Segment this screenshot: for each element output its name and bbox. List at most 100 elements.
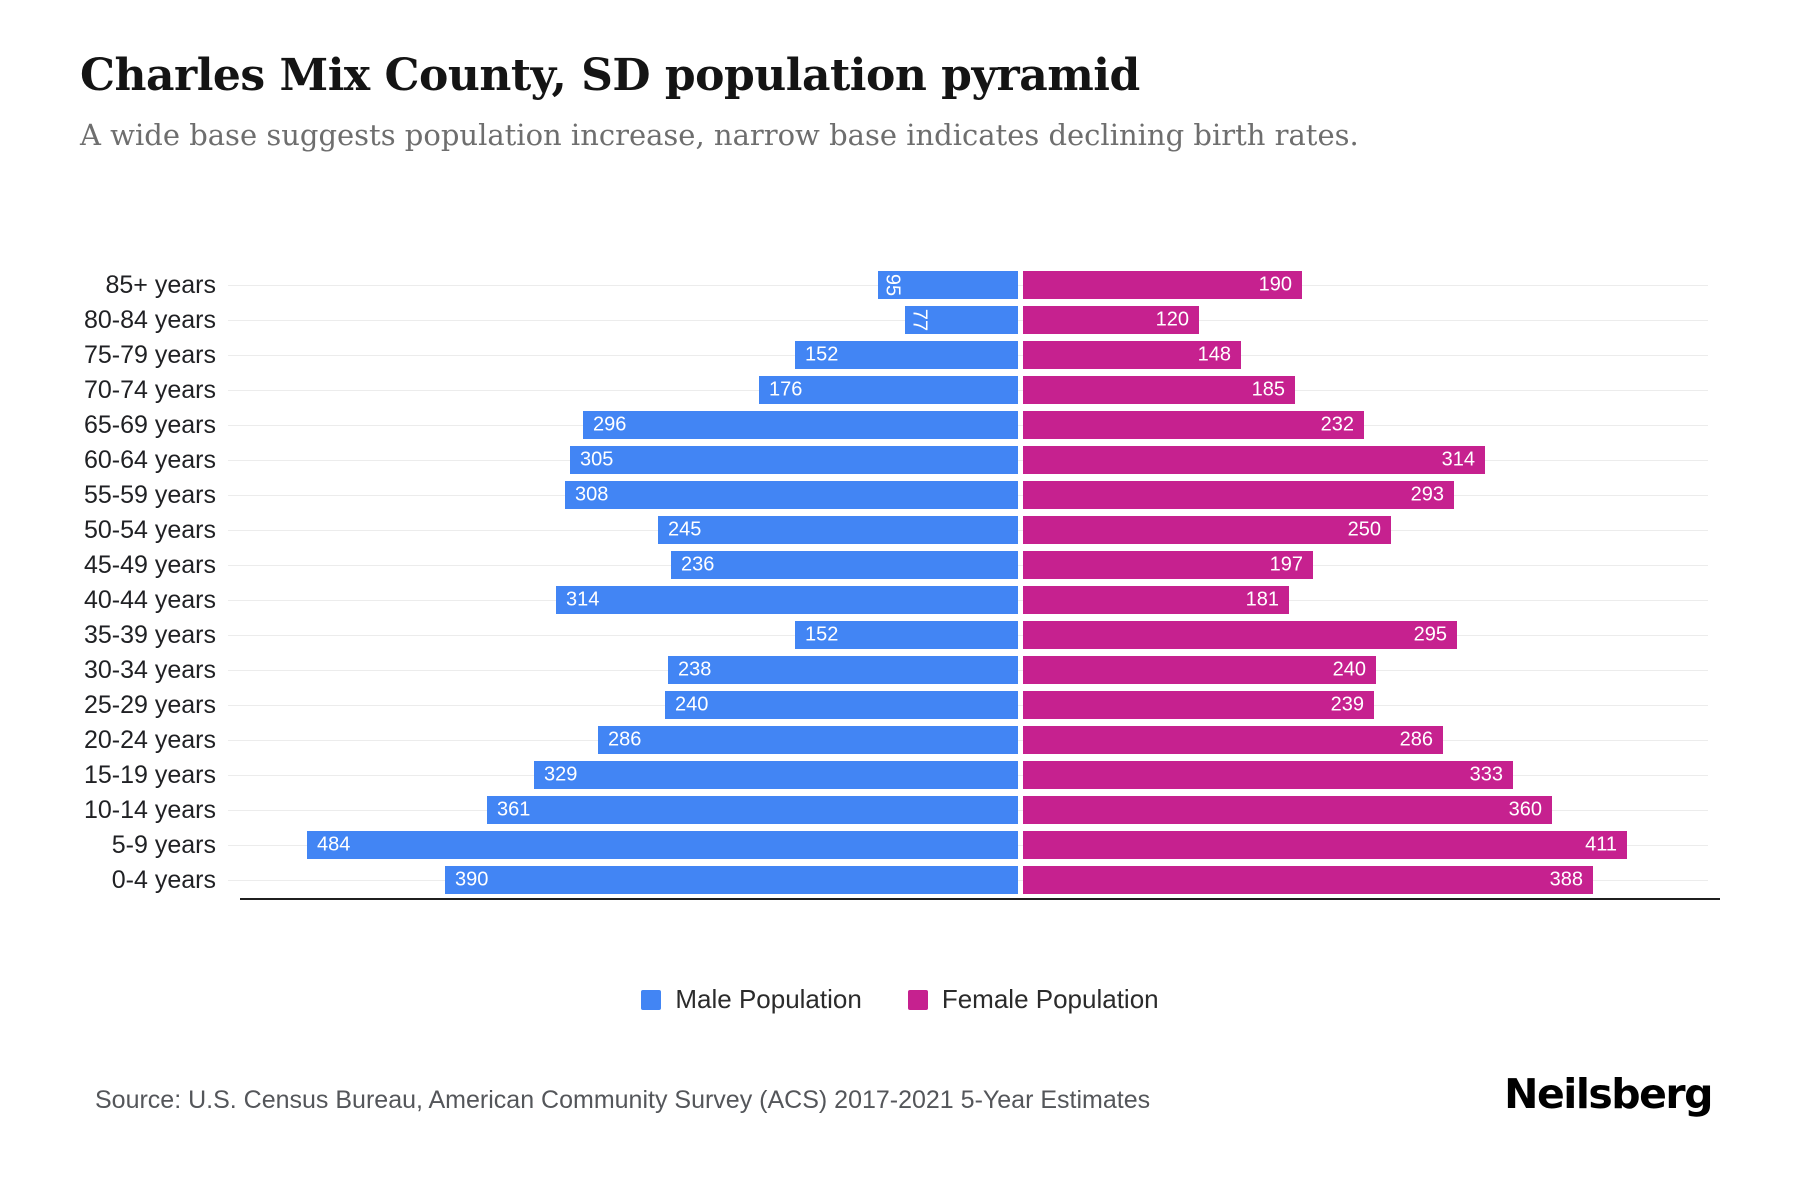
- female-bar[interactable]: 239: [1023, 691, 1374, 719]
- age-group-label: 20-24 years: [83, 726, 216, 754]
- female-bar[interactable]: 232: [1023, 411, 1364, 439]
- age-group-label: 0-4 years: [111, 866, 216, 894]
- male-bar[interactable]: 152: [795, 341, 1018, 369]
- female-bar[interactable]: 314: [1023, 446, 1485, 474]
- female-bar[interactable]: 411: [1023, 831, 1627, 859]
- age-group-label: 30-34 years: [83, 656, 216, 684]
- female-bar[interactable]: 360: [1023, 796, 1552, 824]
- male-bar[interactable]: 390: [445, 866, 1018, 894]
- male-bar[interactable]: 95: [878, 271, 1018, 299]
- female-bar[interactable]: 240: [1023, 656, 1376, 684]
- age-group-label: 75-79 years: [83, 341, 216, 369]
- female-bar[interactable]: 388: [1023, 866, 1593, 894]
- chart-row: 15-19 years 329 333: [58, 758, 1720, 793]
- legend-label-male: Male Population: [675, 984, 862, 1014]
- chart-legend: Male Population Female Population: [0, 984, 1800, 1015]
- female-value-label: 293: [1410, 483, 1444, 506]
- chart-row: 80-84 years 77 120: [58, 303, 1720, 338]
- female-bar[interactable]: 120: [1023, 306, 1199, 334]
- male-legend-swatch-icon: [641, 989, 662, 1010]
- age-group-label: 60-64 years: [83, 446, 216, 474]
- female-value-label: 286: [1399, 728, 1433, 751]
- row-plot-area: 329 333: [228, 758, 1708, 793]
- male-value-label: 286: [608, 728, 642, 751]
- female-bar[interactable]: 250: [1023, 516, 1391, 544]
- age-group-label: 70-74 years: [83, 376, 216, 404]
- female-value-label: 411: [1585, 833, 1617, 856]
- row-plot-area: 238 240: [228, 653, 1708, 688]
- female-value-label: 190: [1258, 273, 1292, 296]
- male-bar[interactable]: 152: [795, 621, 1018, 649]
- source-attribution: Source: U.S. Census Bureau, American Com…: [95, 1086, 1151, 1114]
- chart-row: 60-64 years 305 314: [58, 443, 1720, 478]
- row-plot-area: 245 250: [228, 513, 1708, 548]
- female-bar[interactable]: 286: [1023, 726, 1443, 754]
- row-plot-area: 390 388: [228, 863, 1708, 898]
- male-bar[interactable]: 245: [658, 516, 1018, 544]
- male-bar[interactable]: 236: [671, 551, 1018, 579]
- female-legend-swatch-icon: [907, 989, 928, 1010]
- male-value-label: 484: [317, 833, 351, 856]
- row-plot-area: 236 197: [228, 548, 1708, 583]
- male-bar[interactable]: 296: [583, 411, 1018, 439]
- male-bar[interactable]: 238: [668, 656, 1018, 684]
- female-bar[interactable]: 185: [1023, 376, 1295, 404]
- age-group-label: 10-14 years: [83, 796, 216, 824]
- male-bar[interactable]: 176: [759, 376, 1018, 404]
- male-value-label: 95: [881, 273, 904, 297]
- age-group-label: 5-9 years: [111, 831, 216, 859]
- male-value-label: 176: [769, 378, 803, 401]
- male-value-label: 245: [668, 518, 702, 541]
- male-bar[interactable]: 484: [307, 831, 1018, 859]
- chart-row: 85+ years 95 190: [58, 268, 1720, 303]
- female-value-label: 314: [1441, 448, 1475, 471]
- male-bar[interactable]: 77: [905, 306, 1018, 334]
- male-value-label: 390: [455, 868, 489, 891]
- female-value-label: 388: [1549, 868, 1583, 891]
- female-bar[interactable]: 293: [1023, 481, 1454, 509]
- male-bar[interactable]: 329: [534, 761, 1018, 789]
- row-plot-area: 286 286: [228, 723, 1708, 758]
- age-group-label: 25-29 years: [83, 691, 216, 719]
- row-plot-area: 95 190: [228, 268, 1708, 303]
- male-bar[interactable]: 308: [565, 481, 1018, 509]
- row-plot-area: 314 181: [228, 583, 1708, 618]
- row-plot-area: 296 232: [228, 408, 1708, 443]
- female-bar[interactable]: 181: [1023, 586, 1289, 614]
- age-group-label: 50-54 years: [83, 516, 216, 544]
- male-value-label: 240: [675, 693, 709, 716]
- age-group-label: 85+ years: [105, 271, 217, 299]
- female-value-label: 240: [1332, 658, 1366, 681]
- row-plot-area: 361 360: [228, 793, 1708, 828]
- chart-row: 0-4 years 390 388: [58, 863, 1720, 898]
- row-plot-area: 77 120: [228, 303, 1708, 338]
- female-bar[interactable]: 197: [1023, 551, 1313, 579]
- age-group-label: 65-69 years: [83, 411, 216, 439]
- male-bar[interactable]: 286: [598, 726, 1018, 754]
- age-group-label: 35-39 years: [83, 621, 216, 649]
- male-bar[interactable]: 240: [665, 691, 1018, 719]
- female-value-label: 250: [1347, 518, 1381, 541]
- male-bar[interactable]: 361: [487, 796, 1018, 824]
- row-plot-area: 176 185: [228, 373, 1708, 408]
- female-bar[interactable]: 295: [1023, 621, 1457, 649]
- age-group-label: 80-84 years: [83, 306, 216, 334]
- legend-item-female: Female Population: [907, 984, 1159, 1015]
- female-value-label: 333: [1469, 763, 1503, 786]
- age-group-label: 15-19 years: [83, 761, 216, 789]
- male-bar[interactable]: 305: [570, 446, 1018, 474]
- female-value-label: 197: [1269, 553, 1303, 576]
- female-bar[interactable]: 190: [1023, 271, 1302, 299]
- x-axis-baseline: [240, 898, 1720, 900]
- row-plot-area: 484 411: [228, 828, 1708, 863]
- age-group-label: 40-44 years: [83, 586, 216, 614]
- age-group-label: 45-49 years: [83, 551, 216, 579]
- male-value-label: 314: [566, 588, 600, 611]
- male-bar[interactable]: 314: [556, 586, 1018, 614]
- male-value-label: 329: [544, 763, 578, 786]
- female-bar[interactable]: 333: [1023, 761, 1513, 789]
- female-bar[interactable]: 148: [1023, 341, 1241, 369]
- chart-row: 65-69 years 296 232: [58, 408, 1720, 443]
- chart-row: 50-54 years 245 250: [58, 513, 1720, 548]
- chart-row: 25-29 years 240 239: [58, 688, 1720, 723]
